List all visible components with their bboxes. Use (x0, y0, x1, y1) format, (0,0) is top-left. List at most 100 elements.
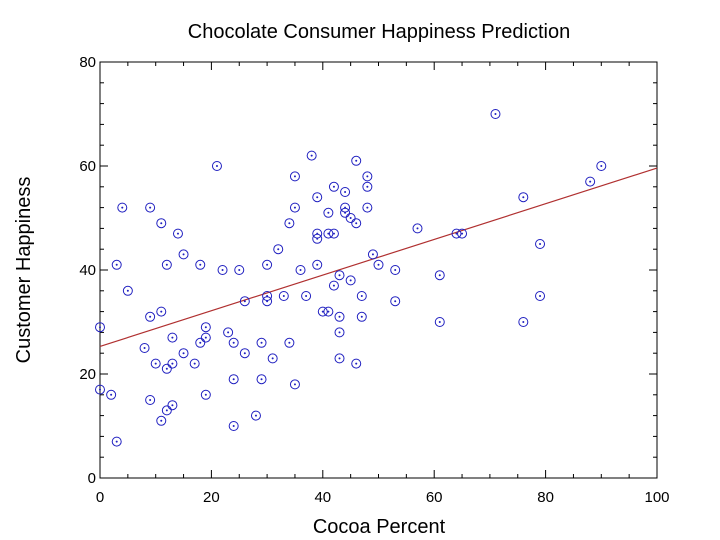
data-point (328, 280, 339, 291)
data-point-dot (204, 326, 207, 329)
data-point (289, 171, 300, 182)
data-point-dot (121, 206, 124, 209)
data-point (362, 202, 373, 213)
data-point-ring (328, 280, 339, 291)
data-point-ring (195, 259, 206, 270)
data-point-ring (284, 337, 295, 348)
data-point-dot (288, 341, 291, 344)
data-point (167, 358, 178, 369)
data-point-dot (238, 269, 241, 271)
data-point-dot (494, 113, 497, 115)
x-tick-label: 40 (314, 489, 331, 506)
data-point-ring (262, 259, 273, 270)
data-point (150, 358, 161, 369)
data-point-ring (273, 244, 284, 255)
data-point-dot (539, 243, 542, 245)
data-point (256, 337, 267, 348)
data-point (156, 415, 167, 426)
x-tick-label: 20 (203, 489, 220, 506)
data-point (289, 379, 300, 390)
data-point-dot (293, 175, 296, 178)
data-point-dot (160, 310, 163, 313)
data-point (535, 291, 546, 301)
data-point (412, 223, 423, 234)
data-point (145, 202, 156, 213)
data-point (434, 270, 445, 281)
data-point (367, 249, 378, 260)
data-point-ring (256, 374, 267, 385)
data-point (373, 259, 384, 270)
data-point (535, 239, 546, 249)
x-tick-label: 100 (644, 489, 669, 506)
data-point-dot (171, 404, 174, 407)
data-point (239, 348, 250, 359)
data-point-ring (234, 265, 245, 275)
data-point-dot (438, 321, 441, 323)
data-point (228, 374, 239, 385)
data-point-dot (165, 263, 168, 266)
data-point-ring (111, 436, 122, 447)
data-point-dot (171, 336, 174, 339)
data-point-dot (344, 211, 347, 214)
data-point (211, 161, 222, 171)
data-point (334, 270, 345, 281)
data-point-ring (317, 306, 328, 317)
data-point-ring (362, 202, 373, 213)
data-point-dot (215, 165, 218, 167)
data-point-dot (165, 367, 168, 370)
data-point (161, 259, 172, 270)
data-point-dot (310, 154, 313, 157)
data-point-dot (522, 321, 525, 323)
data-point-ring (239, 348, 250, 359)
data-point-ring (167, 358, 178, 369)
data-point (106, 389, 117, 400)
data-point (145, 311, 156, 322)
data-point (111, 436, 122, 447)
data-point-ring (278, 291, 289, 301)
data-point-ring (334, 353, 345, 364)
data-point-dot (221, 269, 224, 271)
data-point (178, 249, 189, 260)
data-point (328, 228, 339, 239)
data-point-dot (338, 274, 341, 277)
data-point (306, 150, 317, 161)
y-tick-label: 20 (79, 366, 96, 383)
data-point-ring (312, 259, 323, 270)
data-point-dot (260, 378, 263, 381)
data-point (345, 275, 356, 286)
data-point-ring (217, 265, 228, 275)
data-point (250, 410, 261, 421)
data-point-dot (600, 165, 603, 167)
data-point-ring (457, 228, 468, 239)
data-point-dot (366, 206, 369, 209)
data-point-dot (149, 399, 152, 401)
data-point (518, 192, 529, 203)
data-point-ring (535, 239, 546, 249)
data-point-dot (522, 196, 525, 199)
data-point-ring (340, 207, 351, 218)
y-tick-label: 40 (79, 262, 96, 279)
data-point-ring (178, 249, 189, 260)
data-point-ring (161, 363, 172, 374)
data-point (340, 202, 351, 213)
data-point-dot (327, 211, 330, 214)
data-point-ring (95, 322, 105, 333)
data-point-dot (332, 284, 335, 287)
data-point-dot (160, 419, 163, 422)
data-point-ring (267, 353, 278, 364)
data-point-dot (305, 295, 308, 297)
data-point-dot (360, 315, 363, 318)
data-point (161, 405, 172, 416)
data-point-ring (228, 421, 239, 431)
data-point-ring (262, 296, 273, 307)
data-point (317, 306, 328, 317)
data-point (145, 395, 156, 405)
data-point-dot (154, 362, 157, 365)
data-point-dot (204, 336, 207, 339)
data-point (312, 259, 323, 270)
data-point (289, 202, 300, 213)
data-point (200, 332, 211, 343)
data-point-dot (293, 383, 296, 386)
data-point (323, 207, 334, 218)
